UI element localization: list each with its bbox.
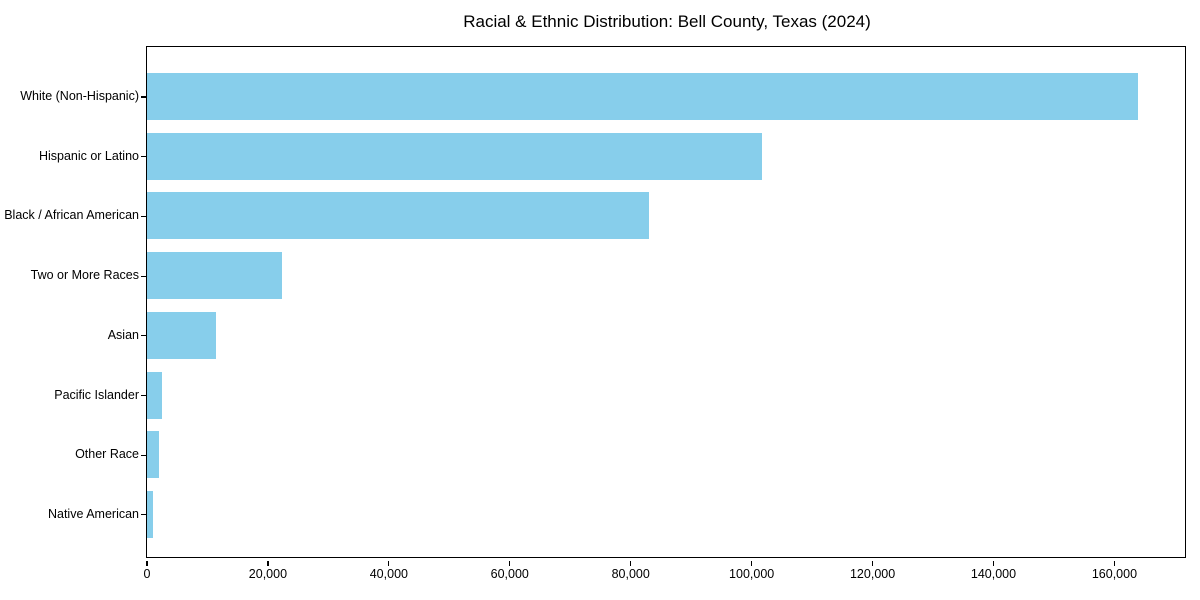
x-tick-label: 40,000 <box>369 567 408 581</box>
x-tick-mark <box>630 560 632 566</box>
x-tick-label: 20,000 <box>248 567 288 581</box>
bar-two-or-more-races <box>146 252 282 300</box>
bar-pacific-islander <box>146 371 163 419</box>
plot-area <box>145 45 1186 558</box>
plot-inner <box>146 47 1185 557</box>
y-tick-mark <box>140 96 146 98</box>
x-tick-label: 0 <box>143 567 151 581</box>
x-tick-mark <box>509 560 511 566</box>
x-tick-label: 140,000 <box>970 567 1017 581</box>
bar-white-non-hispanic <box>146 73 1139 120</box>
x-tick-label: 100,000 <box>729 567 775 581</box>
x-tick-mark <box>267 560 269 566</box>
y-tick-label: Other Race <box>75 447 139 462</box>
y-tick-mark <box>140 275 146 277</box>
y-tick-label: Two or More Races <box>30 268 139 283</box>
x-tick-label: 120,000 <box>849 567 896 581</box>
bar-asian <box>146 311 216 359</box>
bar-black-african-american <box>146 192 649 240</box>
bar-other-race <box>146 431 160 479</box>
chart-title: Racial & Ethnic Distribution: Bell Count… <box>463 12 871 31</box>
x-tick-mark <box>751 560 753 566</box>
y-tick-mark <box>140 514 146 516</box>
y-tick-label: Native American <box>47 506 139 521</box>
y-tick-label: White (Non-Hispanic) <box>20 89 139 103</box>
y-tick-label: Hispanic or Latino <box>38 148 139 163</box>
y-tick-mark <box>140 156 146 158</box>
x-tick-label: 80,000 <box>611 567 650 581</box>
y-tick-label: Black / African American <box>4 208 139 223</box>
x-tick-mark <box>1113 560 1116 566</box>
y-tick-mark <box>140 454 146 456</box>
y-tick-mark <box>140 215 146 217</box>
y-tick-mark <box>140 335 146 337</box>
y-tick-label: Asian <box>107 327 139 342</box>
x-tick-label: 60,000 <box>490 567 529 581</box>
x-tick-label: 160,000 <box>1091 567 1138 581</box>
x-tick-mark <box>146 560 148 566</box>
x-tick-mark <box>388 560 390 566</box>
y-tick-label: Pacific Islander <box>54 387 139 402</box>
x-tick-mark <box>992 560 995 566</box>
y-tick-mark <box>140 394 146 397</box>
x-tick-mark <box>871 560 874 566</box>
bar-native-american <box>146 490 154 538</box>
bar-hispanic-or-latino <box>146 132 762 180</box>
